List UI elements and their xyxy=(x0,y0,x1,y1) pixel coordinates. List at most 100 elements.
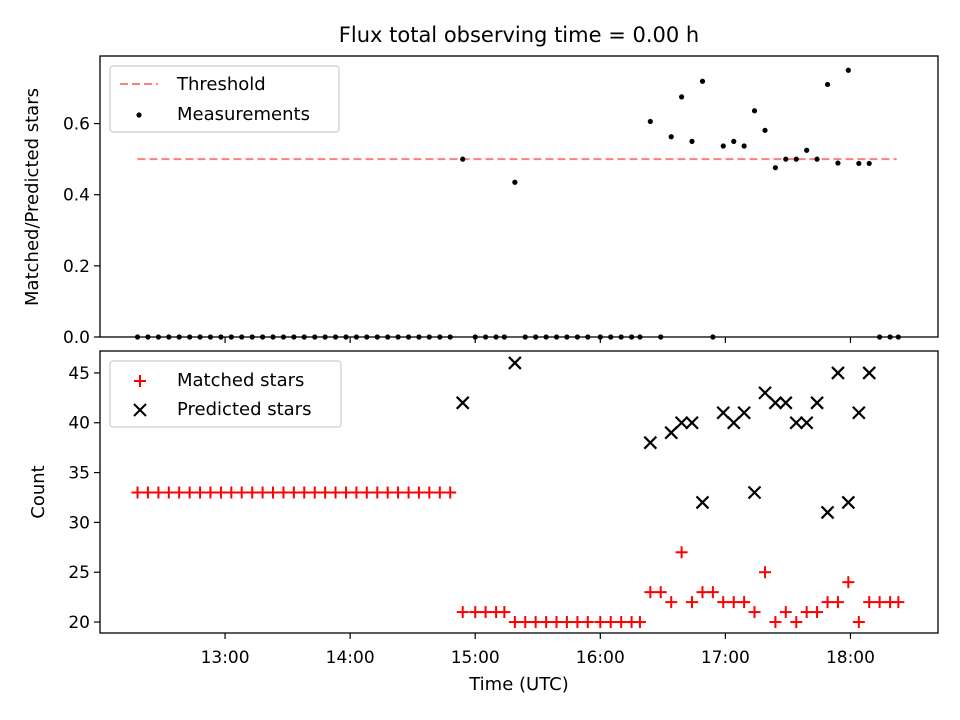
matched-star-marker xyxy=(831,596,844,609)
bottom-xtick-label: 15:00 xyxy=(451,648,500,668)
matched-star-marker xyxy=(350,486,363,499)
predicted-star-marker xyxy=(737,406,751,420)
bottom-ytick-label: 20 xyxy=(68,613,90,633)
predicted-star-marker xyxy=(862,366,876,380)
matched-star-marker xyxy=(615,616,628,629)
matched-star-marker xyxy=(162,486,175,499)
matched-star-marker xyxy=(779,606,792,619)
matched-star-marker xyxy=(842,576,855,589)
matched-star-marker xyxy=(469,606,482,619)
matched-star-marker xyxy=(194,486,207,499)
matched-star-marker xyxy=(235,486,248,499)
top-ytick-label: 0.4 xyxy=(63,186,90,206)
matched-star-marker xyxy=(319,486,332,499)
legend-matched-label: Matched stars xyxy=(177,370,304,391)
measurement-point xyxy=(678,94,685,100)
predicted-star-marker xyxy=(841,495,856,510)
matched-star-marker xyxy=(811,606,824,619)
matched-star-marker xyxy=(433,486,446,499)
matched-star-marker xyxy=(560,616,573,629)
matched-star-marker xyxy=(892,596,905,609)
measurement-point xyxy=(835,160,841,166)
matched-star-marker xyxy=(581,616,594,629)
matched-star-marker xyxy=(308,486,321,499)
top-axis-ticks: 0.0 0.2 0.4 0.6 xyxy=(63,115,852,348)
predicted-star-marker xyxy=(820,505,835,520)
top-legend-box xyxy=(109,65,340,133)
matched-star-marker xyxy=(604,616,617,629)
predicted-star-marker xyxy=(799,415,814,430)
measurement-point xyxy=(783,156,789,162)
matched-star-marker xyxy=(479,606,492,619)
top-ytick-label: 0.6 xyxy=(63,115,90,135)
bottom-plot-frame xyxy=(99,350,939,634)
matched-star-marker xyxy=(266,486,279,499)
measurement-point xyxy=(647,118,653,125)
matched-star-marker xyxy=(412,486,425,499)
bottom-xtick-label: 14:00 xyxy=(326,648,375,668)
legend-measurements-swatch xyxy=(136,112,142,118)
legend-matched-swatch xyxy=(134,375,146,387)
measurement-point xyxy=(762,127,768,133)
matched-star-marker xyxy=(423,486,436,499)
matched-star-marker xyxy=(748,606,761,619)
matched-star-marker xyxy=(456,606,469,619)
predicted-star-marker xyxy=(747,485,762,500)
bottom-y-axis-label: Count xyxy=(28,465,49,518)
measurement-point xyxy=(751,108,758,114)
measurement-point xyxy=(699,78,706,84)
predicted-star-marker xyxy=(852,406,866,420)
legend-threshold-label: Threshold xyxy=(176,74,266,95)
matched-star-marker xyxy=(183,486,196,499)
measurement-point xyxy=(804,147,810,153)
predicted-star-marker xyxy=(643,435,658,450)
count-points xyxy=(131,356,905,629)
matched-star-marker xyxy=(141,486,154,499)
legend-measurements-label: Measurements xyxy=(177,104,310,125)
measurement-point xyxy=(689,138,695,144)
legend-predicted-swatch xyxy=(133,403,147,417)
predicted-star-marker xyxy=(810,396,824,410)
matched-star-marker xyxy=(685,596,698,609)
matched-star-marker xyxy=(529,616,542,629)
predicted-star-marker xyxy=(664,425,678,440)
bottom-xtick-label: 16:00 xyxy=(576,648,625,668)
measurement-point xyxy=(856,160,862,167)
top-y-axis-label: Matched/Predicted stars xyxy=(22,88,43,306)
measurement-point xyxy=(824,81,831,88)
matched-star-marker xyxy=(644,586,657,599)
matched-star-marker xyxy=(675,546,688,559)
bottom-ytick-label: 35 xyxy=(68,464,90,484)
measurement-point xyxy=(512,179,518,185)
chart-title: Flux total observing time = 0.00 h xyxy=(339,23,699,47)
bottom-ytick-label: 40 xyxy=(68,414,90,434)
predicted-star-marker xyxy=(831,366,845,380)
matched-star-marker xyxy=(246,486,259,499)
measurement-point xyxy=(845,67,851,73)
matched-star-marker xyxy=(371,486,384,499)
measurement-point xyxy=(460,156,466,162)
matched-star-marker xyxy=(287,486,300,499)
matched-star-marker xyxy=(665,596,678,609)
matched-star-marker xyxy=(277,486,290,499)
bottom-ytick-label: 25 xyxy=(68,563,90,583)
matched-star-marker xyxy=(340,486,353,499)
measurement-point xyxy=(741,143,747,149)
matched-star-marker xyxy=(706,586,719,599)
predicted-star-marker xyxy=(685,415,699,430)
matched-star-marker xyxy=(873,596,886,609)
matched-star-marker xyxy=(392,486,405,499)
x-axis-label: Time (UTC) xyxy=(468,674,569,695)
predicted-star-marker xyxy=(779,396,793,410)
bottom-xtick-label: 18:00 xyxy=(826,648,875,668)
bottom-xtick-label: 13:00 xyxy=(201,648,250,668)
predicted-star-marker xyxy=(768,396,783,410)
matched-star-marker xyxy=(214,486,227,499)
matched-star-marker xyxy=(594,616,607,629)
bottom-ytick-label: 45 xyxy=(68,364,90,384)
matched-star-marker xyxy=(738,596,751,609)
matched-star-marker xyxy=(204,486,217,499)
matched-star-marker xyxy=(256,486,269,499)
measurement-point xyxy=(866,160,872,167)
matched-star-marker xyxy=(800,606,813,619)
